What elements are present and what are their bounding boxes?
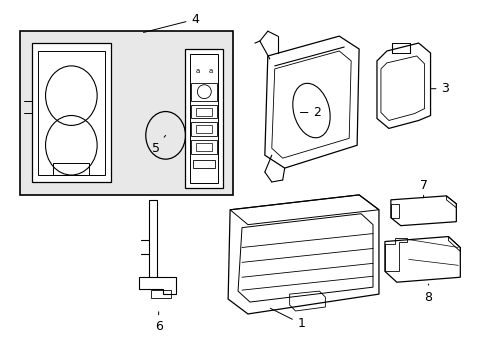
Bar <box>191 140 217 154</box>
Bar <box>185 49 223 188</box>
Bar <box>191 122 217 136</box>
Text: 2: 2 <box>300 106 321 119</box>
Text: a: a <box>195 68 199 74</box>
Bar <box>191 83 217 100</box>
Polygon shape <box>228 195 378 314</box>
Bar <box>148 200 156 289</box>
Text: 1: 1 <box>270 308 305 330</box>
Text: 7: 7 <box>419 179 427 198</box>
Text: a: a <box>208 68 212 74</box>
Bar <box>53 163 89 175</box>
Bar <box>190 54 218 183</box>
Text: 5: 5 <box>151 135 165 155</box>
Polygon shape <box>139 277 175 294</box>
Polygon shape <box>390 196 455 226</box>
Bar <box>20 31 233 195</box>
Bar <box>191 105 217 118</box>
Bar <box>391 43 409 53</box>
Bar <box>38 51 105 175</box>
Bar <box>196 143 212 151</box>
Bar <box>193 160 215 168</box>
Bar <box>150 290 170 298</box>
Text: 4: 4 <box>143 13 199 32</box>
Text: 6: 6 <box>154 312 163 333</box>
Text: 3: 3 <box>430 82 448 95</box>
Polygon shape <box>384 237 459 282</box>
Polygon shape <box>376 43 429 129</box>
Bar <box>196 108 212 116</box>
Bar <box>32 43 111 182</box>
Bar <box>196 125 212 133</box>
Text: 8: 8 <box>424 284 432 303</box>
Polygon shape <box>264 36 358 168</box>
